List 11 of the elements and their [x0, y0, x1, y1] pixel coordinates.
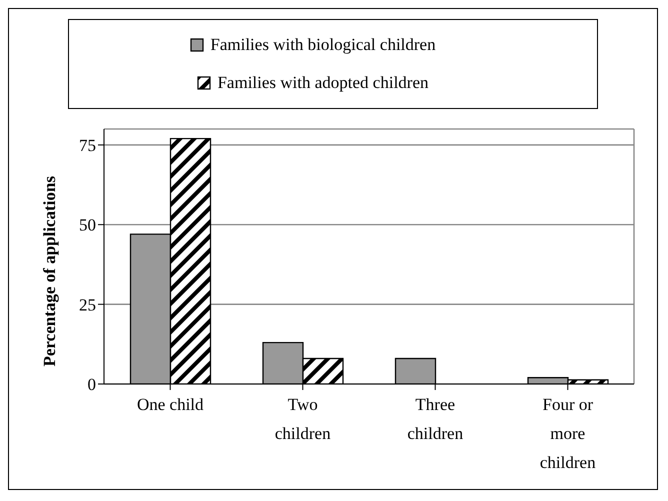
legend-label: Families with biological children — [210, 35, 436, 55]
y-tick-label: 50 — [79, 216, 96, 235]
x-tick-label: Three children — [407, 395, 464, 443]
x-tick-label: One child — [136, 395, 204, 414]
legend-label: Families with adopted children — [217, 73, 429, 93]
x-tick-label: Four or more children — [540, 395, 596, 472]
x-tick-label: Two children — [274, 395, 332, 443]
y-tick-label: 0 — [88, 375, 96, 394]
y-tick-label: 25 — [79, 295, 96, 314]
y-tick-label: 75 — [79, 136, 96, 155]
y-axis-title: Percentage of applications — [40, 176, 60, 366]
